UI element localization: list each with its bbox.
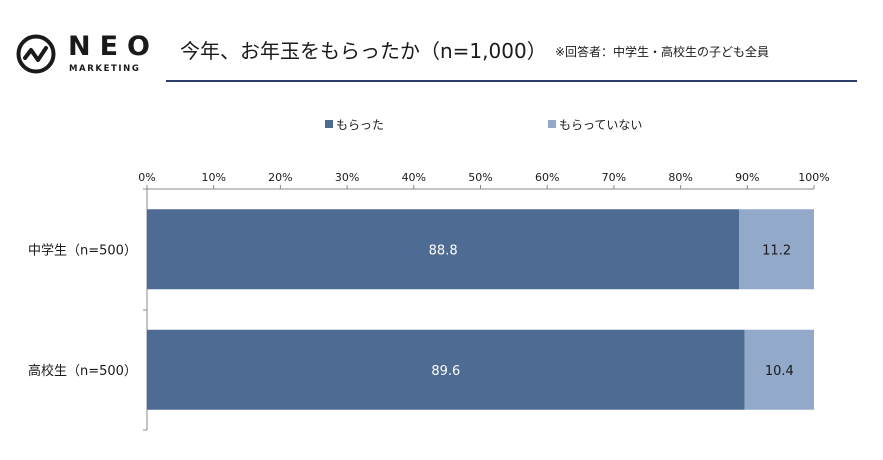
x-tick-label-8: 80% (668, 171, 692, 184)
legend-label-0: もらった (336, 118, 384, 132)
brand-sub: MARKETING (69, 64, 141, 74)
x-tick-label-10: 100% (798, 171, 829, 184)
x-tick-label-5: 50% (468, 171, 492, 184)
bar-0-1 (739, 209, 814, 290)
page-title: 今年、お年玉をもらったか（n=1,000） (180, 39, 547, 63)
bars: 88.8 11.2 89.6 10.4 (147, 209, 814, 410)
x-tick-label-0: 0% (138, 171, 155, 184)
data-label-0-0: 88.8 (429, 243, 458, 258)
legend: もらった もらっていない (325, 118, 642, 132)
x-tick-label-2: 20% (268, 171, 292, 184)
neo-logo-icon (16, 34, 56, 74)
data-label-0-1: 11.2 (762, 243, 791, 258)
x-tick-label-7: 70% (602, 171, 626, 184)
bar-1-1 (744, 329, 814, 410)
data-label-1-1: 10.4 (765, 364, 794, 379)
x-tick-label-1: 10% (201, 171, 225, 184)
category-labels: 中学生（n=500） 高校生（n=500） (28, 242, 137, 379)
neo-marketing-logo: NEO MARKETING (16, 30, 166, 80)
legend-swatch-1 (548, 120, 556, 128)
title-underline (166, 80, 857, 82)
data-label-1-0: 89.6 (431, 364, 460, 379)
category-label-0: 中学生（n=500） (28, 242, 137, 258)
x-tick-label-3: 30% (335, 171, 359, 184)
x-tick-label-4: 40% (402, 171, 426, 184)
category-label-1: 高校生（n=500） (28, 363, 137, 379)
x-tick-label-6: 60% (535, 171, 559, 184)
bar-1-0 (147, 329, 745, 410)
x-tick-labels: 0% 10% 20% 30% 40% 50% 60% 70% 80% 90% 100% (138, 171, 829, 184)
brand-name: NEO (68, 31, 159, 62)
respondent-note: ※回答者：中学生・高校生の子ども全員 (555, 45, 770, 59)
x-tick-label-9: 90% (735, 171, 759, 184)
legend-swatch-0 (325, 120, 333, 128)
bar-0-0 (147, 209, 740, 290)
legend-label-1: もらっていない (559, 118, 642, 132)
